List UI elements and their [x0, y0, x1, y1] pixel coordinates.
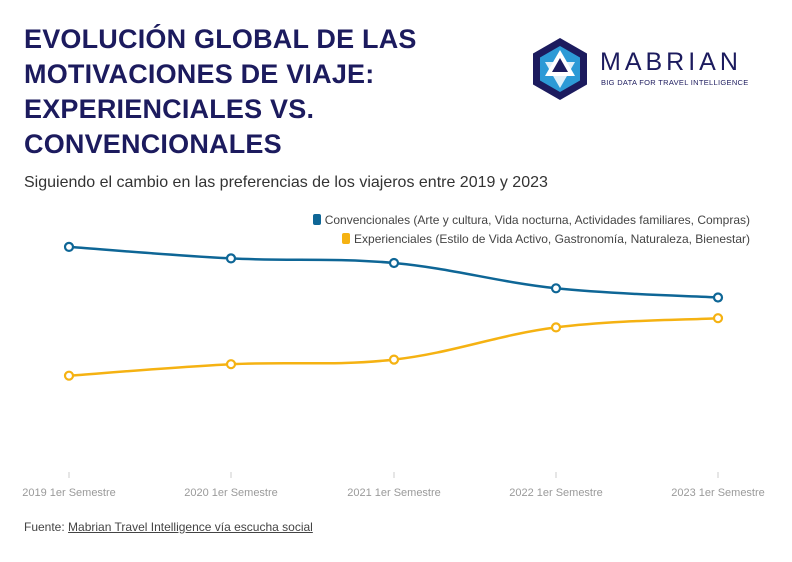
- x-tick-label: 2023 1er Semestre: [671, 487, 765, 499]
- legend-item-convencionales[interactable]: Convencionales (Arte y cultura, Vida noc…: [312, 210, 750, 229]
- legend-swatch-experienciales: [342, 233, 351, 244]
- data-point[interactable]: [225, 359, 237, 370]
- data-point[interactable]: [388, 257, 400, 269]
- data-point[interactable]: [63, 241, 75, 253]
- x-tick-label: 2020 1er Semestre: [184, 487, 278, 499]
- data-point[interactable]: [550, 283, 562, 294]
- x-tick-label: 2019 1er Semestre: [22, 487, 116, 499]
- hexagon-star-logo-icon: [533, 38, 587, 100]
- data-point[interactable]: [225, 253, 237, 264]
- data-point[interactable]: [63, 370, 75, 381]
- data-point[interactable]: [550, 322, 562, 333]
- legend-swatch-convencionales: [312, 214, 321, 225]
- chart-legend: Convencionales (Arte y cultura, Vida noc…: [312, 210, 750, 248]
- x-tick-label: 2021 1er Semestre: [347, 487, 441, 499]
- line-chart: 2019 1er Semestre 2020 1er Semestre 2021 1…: [22, 241, 765, 499]
- logo-tagline: BIG DATA FOR TRAVEL INTELLIGENCE: [601, 78, 749, 87]
- source-label: Fuente:: [24, 520, 65, 534]
- mabrian-logo: MABRIAN BIG DATA FOR TRAVEL INTELLIGENCE: [530, 36, 770, 106]
- legend-label-convencionales: Convencionales (Arte y cultura, Vida noc…: [324, 212, 750, 227]
- series-line-0: [68, 245, 719, 299]
- data-point[interactable]: [388, 354, 400, 365]
- chart-subtitle: Siguiendo el cambio en las preferencias …: [24, 174, 548, 191]
- chart-title: EVOLUCIÓN GLOBAL DE LAS MOTIVACIONES DE …: [24, 24, 417, 159]
- data-point[interactable]: [712, 313, 724, 324]
- series-line-1: [68, 316, 719, 377]
- legend-item-experienciales[interactable]: Experienciales (Estilo de Vida Activo, G…: [313, 229, 750, 248]
- source-note: Fuente: Mabrian Travel Intelligence vía …: [24, 520, 313, 534]
- data-point[interactable]: [712, 292, 724, 303]
- logo-name: MABRIAN: [600, 48, 742, 76]
- source-link[interactable]: Mabrian Travel Intelligence vía escucha …: [68, 520, 313, 534]
- x-tick-label: 2022 1er Semestre: [509, 487, 603, 499]
- legend-label-experienciales: Experienciales (Estilo de Vida Activo, G…: [354, 231, 750, 246]
